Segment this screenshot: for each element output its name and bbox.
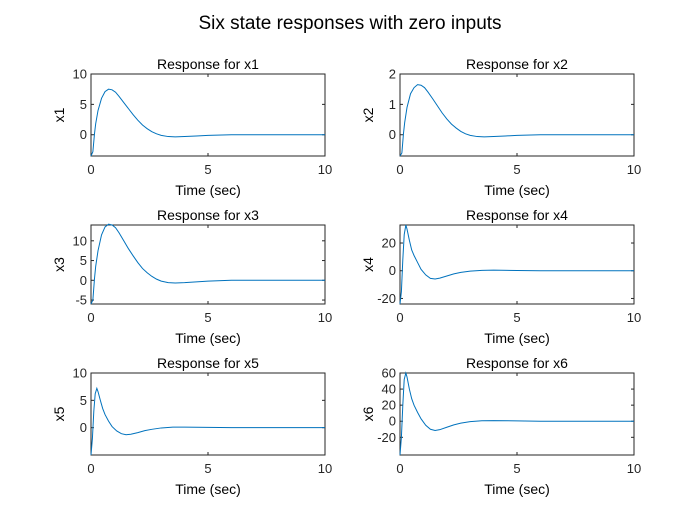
x-tick-label: 5	[204, 461, 211, 476]
series-line-x1	[90, 88, 325, 157]
x-tick-label: 0	[396, 162, 403, 177]
y-tick-label: 10	[73, 67, 87, 82]
x-axis-label: Time (sec)	[484, 182, 550, 198]
subplot-x5: Response for x5 0 5 10 0 5 10 Time (sec) x5	[51, 355, 332, 497]
subplot-title: Response for x6	[466, 355, 568, 371]
x-axis-label: Time (sec)	[484, 330, 550, 346]
x-tick-label: 5	[513, 310, 520, 325]
x-tick-label: 5	[204, 310, 211, 325]
x-axis-label: Time (sec)	[175, 182, 241, 198]
x-tick-label: 0	[87, 162, 94, 177]
series-line-x4	[399, 224, 634, 305]
x-tick-label: 5	[513, 162, 520, 177]
x-axis-label: Time (sec)	[175, 330, 241, 346]
axes-frame	[90, 73, 326, 157]
x-tick-label: 5	[204, 162, 211, 177]
subplot-title: Response for x1	[157, 56, 259, 72]
x-axis-label: Time (sec)	[175, 481, 241, 497]
y-tick-label: 0	[389, 263, 396, 278]
y-tick-label: 5	[80, 393, 87, 408]
y-tick-label: -5	[75, 293, 87, 308]
y-tick-label: -20	[377, 291, 396, 306]
y-tick-label: 10	[73, 233, 87, 248]
subplot-x1: Response for x1 0 5 10 0 5 10 Time (sec) x1	[51, 56, 332, 198]
y-tick-label: 0	[389, 127, 396, 142]
y-tick-label: 20	[382, 398, 396, 413]
axes-frame	[399, 224, 635, 305]
y-tick-label: 10	[73, 366, 87, 381]
axes-frame	[90, 224, 326, 305]
y-tick-label: 0	[389, 414, 396, 429]
x-tick-label: 0	[396, 461, 403, 476]
series-line-x6	[399, 371, 634, 456]
series-line-x3	[90, 223, 325, 305]
x-tick-label: 5	[513, 461, 520, 476]
y-axis-label: x3	[51, 257, 67, 272]
axes-frame	[399, 372, 635, 456]
axes-frame	[399, 73, 635, 157]
y-tick-label: -20	[377, 430, 396, 445]
y-axis-label: x1	[51, 107, 67, 122]
series-line-x5	[90, 386, 325, 456]
figure-title: Six state responses with zero inputs	[198, 13, 501, 34]
y-axis-label: x2	[360, 107, 376, 122]
y-tick-label: 0	[80, 273, 87, 288]
subplot-title: Response for x3	[157, 207, 259, 223]
y-tick-label: 5	[80, 97, 87, 112]
axes-frame	[90, 372, 326, 456]
y-tick-label: 20	[382, 236, 396, 251]
x-tick-label: 10	[627, 162, 641, 177]
x-tick-label: 0	[87, 310, 94, 325]
y-axis-label: x5	[51, 406, 67, 421]
y-tick-label: 5	[80, 253, 87, 268]
x-tick-label: 10	[318, 310, 332, 325]
y-tick-label: 0	[80, 420, 87, 435]
y-tick-label: 0	[80, 127, 87, 142]
subplot-title: Response for x2	[466, 56, 568, 72]
y-tick-label: 2	[389, 67, 396, 82]
y-axis-label: x4	[360, 257, 376, 272]
y-axis-label: x6	[360, 406, 376, 421]
subplot-x2: Response for x2 0 5 10 0 1 2 Time (sec) x2	[360, 56, 641, 198]
series-line-x2	[399, 84, 634, 157]
subplot-title: Response for x5	[157, 355, 259, 371]
subplot-title: Response for x4	[466, 207, 568, 223]
y-tick-label: 60	[382, 366, 396, 381]
x-tick-label: 10	[627, 461, 641, 476]
y-tick-label: 1	[389, 97, 396, 112]
x-tick-label: 10	[318, 461, 332, 476]
x-tick-label: 10	[627, 310, 641, 325]
x-tick-label: 0	[396, 310, 403, 325]
y-tick-label: 40	[382, 382, 396, 397]
x-tick-label: 10	[318, 162, 332, 177]
x-axis-label: Time (sec)	[484, 481, 550, 497]
x-tick-label: 0	[87, 461, 94, 476]
